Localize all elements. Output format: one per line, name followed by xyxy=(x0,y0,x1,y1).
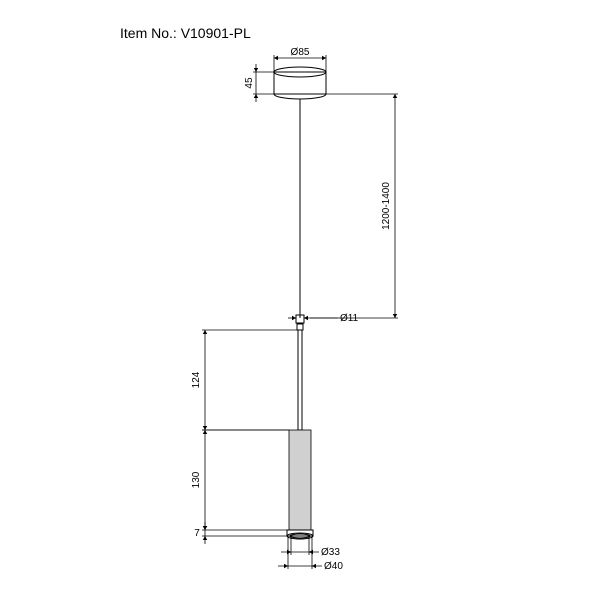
svg-text:124: 124 xyxy=(191,371,202,388)
svg-text:7: 7 xyxy=(194,528,200,539)
svg-text:Ø85: Ø85 xyxy=(291,47,310,58)
svg-text:45: 45 xyxy=(244,77,255,89)
svg-text:130: 130 xyxy=(191,471,202,488)
svg-text:Ø33: Ø33 xyxy=(321,547,340,558)
svg-text:1200-1400: 1200-1400 xyxy=(381,182,392,230)
technical-drawing: Ø85 45 1200-1400 Ø11 124 130 7 Ø33 Ø40 xyxy=(0,0,600,600)
svg-text:Ø11: Ø11 xyxy=(340,313,359,324)
svg-text:Ø40: Ø40 xyxy=(324,561,343,572)
